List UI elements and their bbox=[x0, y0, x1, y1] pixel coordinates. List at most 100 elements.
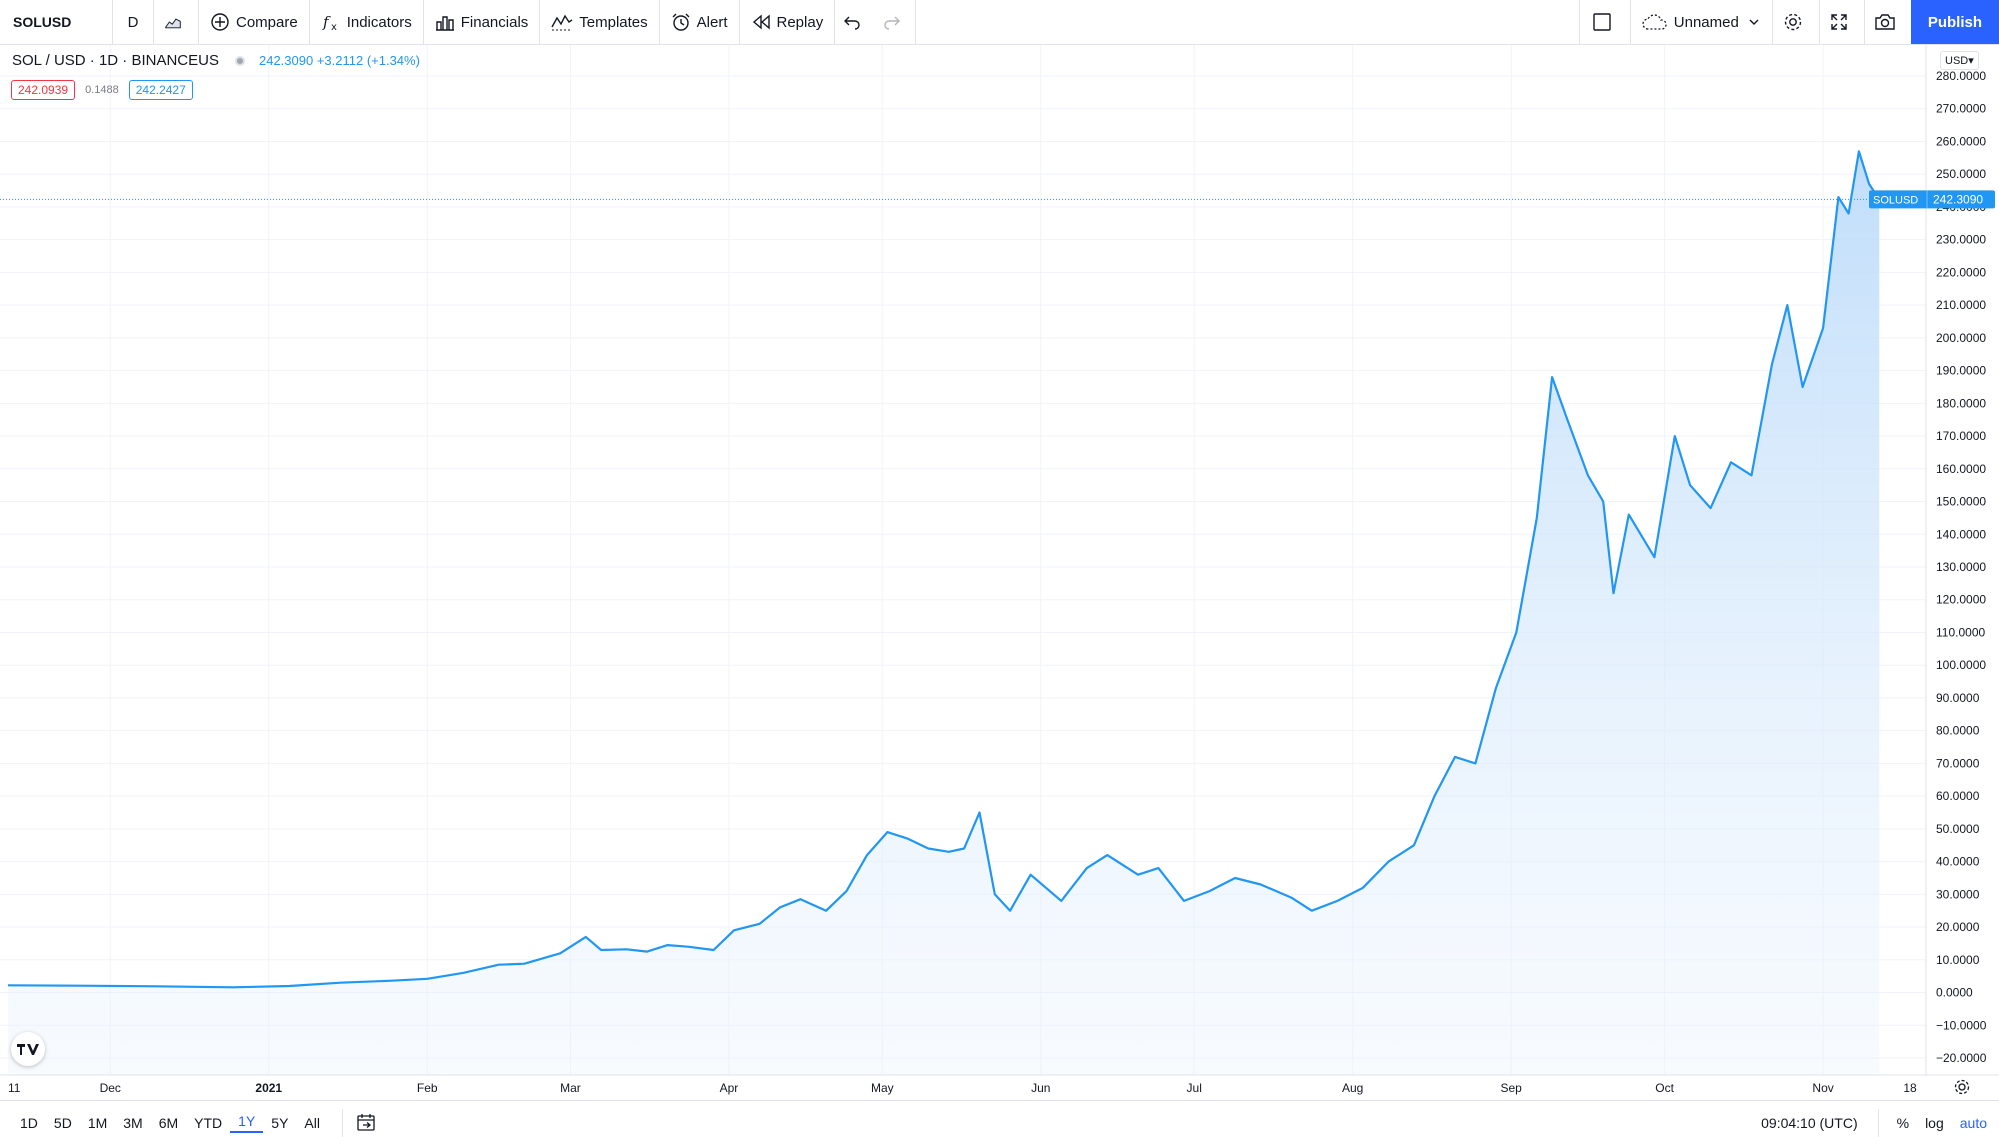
auto-scale-toggle[interactable]: auto bbox=[1959, 1115, 1987, 1131]
toolbar-divider bbox=[834, 0, 836, 44]
log-toggle[interactable]: log bbox=[1925, 1115, 1944, 1131]
interval-button[interactable]: D bbox=[127, 13, 139, 31]
tradingview-logo[interactable] bbox=[11, 1032, 45, 1066]
financials-button[interactable]: Financials bbox=[424, 0, 540, 44]
price-tick-label: 230.0000 bbox=[1936, 233, 1986, 247]
rewind-icon bbox=[752, 14, 770, 30]
price-tick-label: 270.0000 bbox=[1936, 102, 1986, 116]
toolbar-divider bbox=[1863, 0, 1865, 44]
price-tick-label: 100.0000 bbox=[1936, 658, 1986, 672]
cloud-icon bbox=[1642, 14, 1667, 30]
time-tick-label: Sep bbox=[1501, 1081, 1523, 1095]
toolbar-divider bbox=[539, 0, 541, 44]
time-tick-label: Jun bbox=[1031, 1081, 1050, 1095]
alert-button[interactable]: Alert bbox=[660, 0, 739, 44]
save-layout-button[interactable]: Unnamed bbox=[1631, 0, 1772, 44]
range-button-1d[interactable]: 1D bbox=[20, 1115, 38, 1131]
axis-settings-button[interactable] bbox=[1954, 1079, 1970, 1095]
svg-text:x: x bbox=[331, 22, 337, 32]
fullscreen-icon bbox=[1831, 14, 1847, 30]
gear-icon bbox=[1954, 1079, 1970, 1095]
layout-select-button[interactable] bbox=[1580, 0, 1630, 44]
chart-legend: SOL / USD · 1D · BINANCEUS 242.3090 +3.2… bbox=[12, 52, 420, 69]
price-tick-label: 0.0000 bbox=[1936, 986, 1973, 1000]
clock-timezone[interactable]: 09:04:10 (UTC) bbox=[1761, 1115, 1858, 1131]
price-axis[interactable]: 280.0000270.0000260.0000250.0000240.0000… bbox=[1936, 69, 1987, 1065]
time-tick-label: Feb bbox=[417, 1081, 438, 1095]
toolbar-divider bbox=[341, 1109, 343, 1137]
snapshot-button[interactable] bbox=[1865, 0, 1911, 44]
compare-label: Compare bbox=[236, 13, 298, 31]
replay-button[interactable]: Replay bbox=[740, 0, 835, 44]
chevron-down-icon: ▾ bbox=[1968, 55, 1974, 67]
toolbar-divider bbox=[153, 0, 154, 44]
price-tick-label: 40.0000 bbox=[1936, 855, 1980, 869]
toolbar-divider bbox=[658, 0, 660, 44]
toolbar-divider bbox=[112, 0, 113, 44]
toolbar-divider bbox=[1818, 0, 1820, 44]
settings-button[interactable] bbox=[1773, 0, 1819, 44]
currency-button[interactable]: USD▾ bbox=[1940, 51, 1979, 70]
time-tick-label: 2021 bbox=[255, 1081, 282, 1095]
price-tick-label: 250.0000 bbox=[1936, 167, 1986, 181]
price-tick-label: 20.0000 bbox=[1936, 920, 1980, 934]
price-tick-label: 170.0000 bbox=[1936, 429, 1986, 443]
range-button-all[interactable]: All bbox=[304, 1115, 320, 1131]
time-tick-label: Dec bbox=[100, 1081, 121, 1095]
redo-button[interactable] bbox=[875, 0, 915, 44]
chevron-down-icon bbox=[1749, 19, 1759, 25]
price-tick-label: 260.0000 bbox=[1936, 134, 1986, 148]
range-button-3m[interactable]: 3M bbox=[123, 1115, 143, 1131]
range-button-1m[interactable]: 1M bbox=[87, 1115, 108, 1131]
templates-button[interactable]: Templates bbox=[540, 0, 658, 44]
alarm-clock-icon bbox=[672, 13, 690, 31]
price-tick-label: 280.0000 bbox=[1936, 69, 1986, 83]
price-chart[interactable]: 280.0000270.0000260.0000250.0000240.0000… bbox=[0, 45, 1999, 1100]
price-tick-label: 80.0000 bbox=[1936, 724, 1980, 738]
range-button-5d[interactable]: 5D bbox=[53, 1115, 72, 1131]
sell-price-button[interactable]: 242.0939 bbox=[11, 80, 76, 100]
price-tick-label: 60.0000 bbox=[1936, 789, 1980, 803]
publish-button[interactable]: Publish bbox=[1910, 0, 1999, 44]
date-range-selector: 1D 5D 1M 3M 6M YTD 1Y 5Y All bbox=[0, 1113, 328, 1133]
price-tick-label: 130.0000 bbox=[1936, 560, 1986, 574]
time-tick-label: Apr bbox=[720, 1081, 739, 1095]
price-tick-label: 10.0000 bbox=[1936, 953, 1980, 967]
range-button-6m[interactable]: 6M bbox=[158, 1115, 179, 1131]
time-tick-label: Oct bbox=[1655, 1081, 1674, 1095]
time-axis[interactable]: 11 Dec 2021 Feb Mar Apr May Jun Jul Aug Sep Oct Nov 1… bbox=[8, 1081, 1917, 1095]
percent-toggle[interactable]: % bbox=[1896, 1115, 1910, 1131]
price-tick-label: 150.0000 bbox=[1936, 495, 1986, 509]
range-button-5y[interactable]: 5Y bbox=[271, 1115, 289, 1131]
symbol-search-button[interactable]: SOLUSD bbox=[13, 14, 72, 30]
last-price-label: SOLUSD 242.3090 bbox=[1869, 190, 1995, 209]
price-tick-label: 90.0000 bbox=[1936, 691, 1980, 705]
plus-circle-icon bbox=[211, 13, 229, 31]
goto-date-button[interactable] bbox=[355, 1113, 377, 1133]
fullscreen-button[interactable] bbox=[1820, 0, 1864, 44]
quote-values: 242.3090 +3.2112 (+1.34%) bbox=[258, 53, 420, 68]
range-button-1y[interactable]: 1Y bbox=[230, 1113, 264, 1133]
price-area-fill bbox=[8, 151, 1880, 1076]
last-price-symbol: SOLUSD bbox=[1873, 194, 1918, 206]
gear-icon bbox=[1784, 13, 1802, 31]
buy-price-button[interactable]: 242.2427 bbox=[128, 80, 193, 100]
templates-label: Templates bbox=[579, 13, 648, 31]
price-tick-label: −20.0000 bbox=[1936, 1051, 1987, 1065]
price-tick-label: 160.0000 bbox=[1936, 462, 1986, 476]
last-price-value: 242.3090 bbox=[1933, 192, 1983, 206]
market-status-indicator[interactable] bbox=[234, 55, 245, 66]
range-button-ytd[interactable]: YTD bbox=[194, 1115, 223, 1131]
toolbar-right-group: Unnamed Publish bbox=[1578, 0, 1999, 44]
price-tick-label: −10.0000 bbox=[1936, 1018, 1987, 1032]
calendar-arrow-icon bbox=[357, 1114, 375, 1131]
toolbar-divider bbox=[915, 0, 917, 44]
undo-button[interactable] bbox=[835, 0, 875, 44]
symbol-title[interactable]: SOL / USD · 1D · BINANCEUS bbox=[12, 52, 219, 69]
price-tick-label: 70.0000 bbox=[1936, 756, 1980, 770]
compare-button[interactable]: Compare bbox=[199, 0, 309, 44]
chart-style-button[interactable] bbox=[154, 0, 198, 44]
price-tick-label: 50.0000 bbox=[1936, 822, 1980, 836]
toolbar-divider bbox=[1771, 0, 1773, 44]
